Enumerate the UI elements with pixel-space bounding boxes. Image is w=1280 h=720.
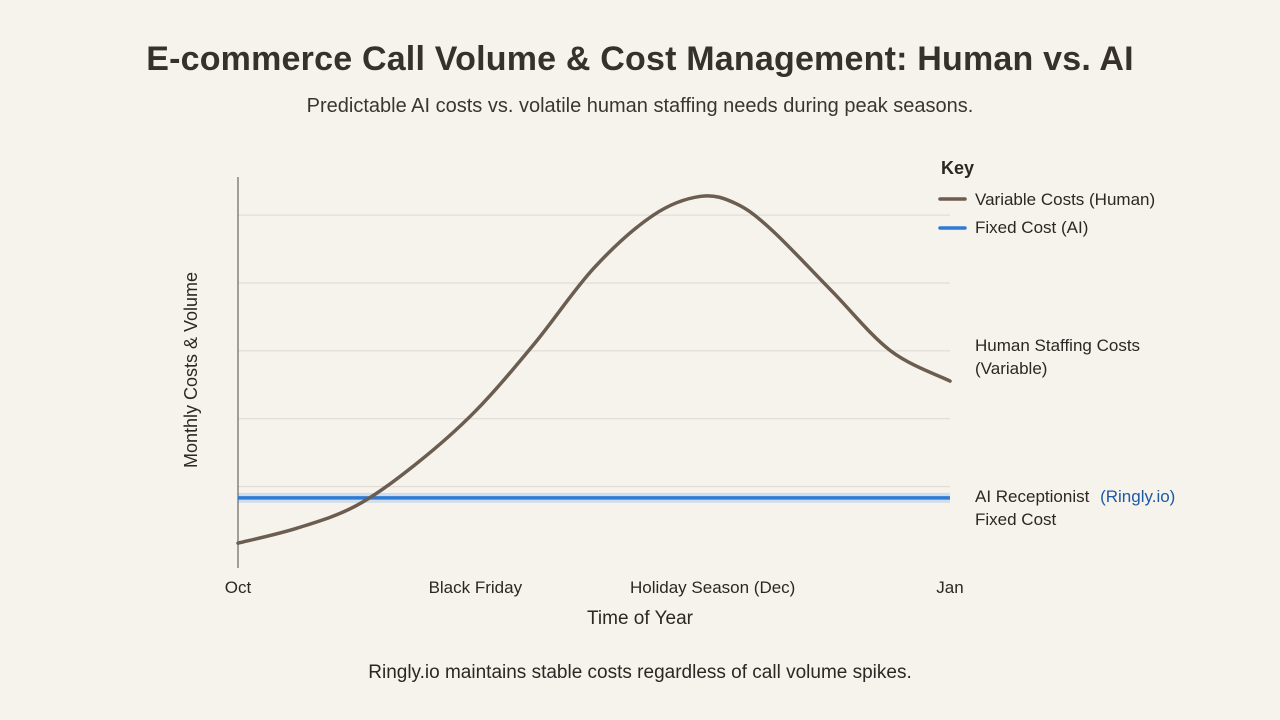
annotation-human-line2: (Variable) [975,359,1047,378]
annotation-ai-prefix: AI Receptionist [975,487,1090,506]
x-tick-label: Oct [225,578,252,597]
legend-label-ai: Fixed Cost (AI) [975,218,1088,237]
annotation-ai-line1: AI Receptionist (Ringly.io) [975,487,1175,506]
x-axis-label: Time of Year [587,608,694,629]
x-tick-labels: Oct Black Friday Holiday Season (Dec) Jan [225,578,964,597]
annotation-human-line1: Human Staffing Costs [975,336,1140,355]
x-tick-label: Black Friday [429,578,523,597]
gridlines [238,214,950,488]
series-layer [236,194,952,545]
chart-subtitle: Predictable AI costs vs. volatile human … [306,95,974,117]
series-line-human [236,194,952,545]
footer-note: Ringly.io maintains stable costs regardl… [368,662,912,683]
x-tick-label: Holiday Season (Dec) [630,578,795,597]
chart-title: E-commerce Call Volume & Cost Management… [146,40,1134,78]
annotation-ai-brand: (Ringly.io) [1100,487,1175,506]
annotation-ai-line2: Fixed Cost [975,510,1057,529]
x-tick-label: Jan [936,578,963,597]
y-axis-label: Monthly Costs & Volume [181,272,201,468]
legend-label-human: Variable Costs (Human) [975,190,1155,209]
legend-title: Key [941,158,974,178]
legend: Key Variable Costs (Human) Fixed Cost (A… [938,158,1155,237]
